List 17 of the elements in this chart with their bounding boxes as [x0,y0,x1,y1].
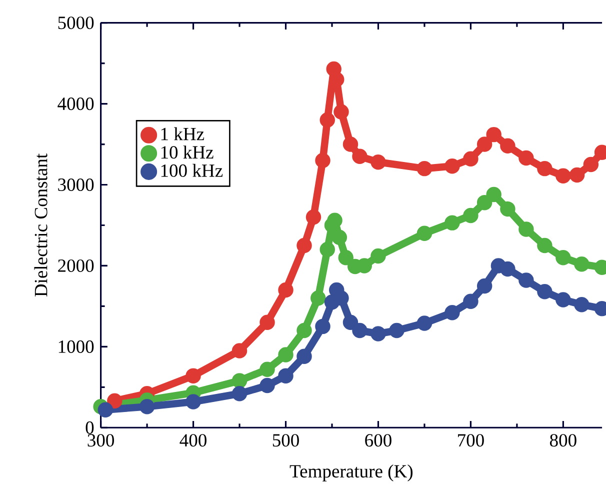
y-tick-label: 4000 [58,98,94,110]
y-tick-label: 0 [86,422,94,434]
x-tick-label: 700 [458,434,484,447]
x-tick-label: 600 [365,434,392,447]
x-axis-title: Temperature (K) [290,464,413,482]
legend-label: 10 kHz [161,146,214,159]
y-tick-label: 5000 [58,16,94,30]
y-tick-label: 3000 [58,178,94,192]
x-tick-label: 500 [272,434,299,447]
x-tick-label: 800 [550,434,576,447]
y-tick-label: 1000 [58,340,94,354]
x-tick-label: 300 [88,434,114,447]
legend-label: 100 kHz [161,164,223,178]
legend-label: 1 kHz [161,127,204,140]
y-tick-label: 2000 [58,260,94,272]
y-axis-title: Dielectric Constant [34,154,48,297]
x-tick-label: 400 [180,434,206,447]
